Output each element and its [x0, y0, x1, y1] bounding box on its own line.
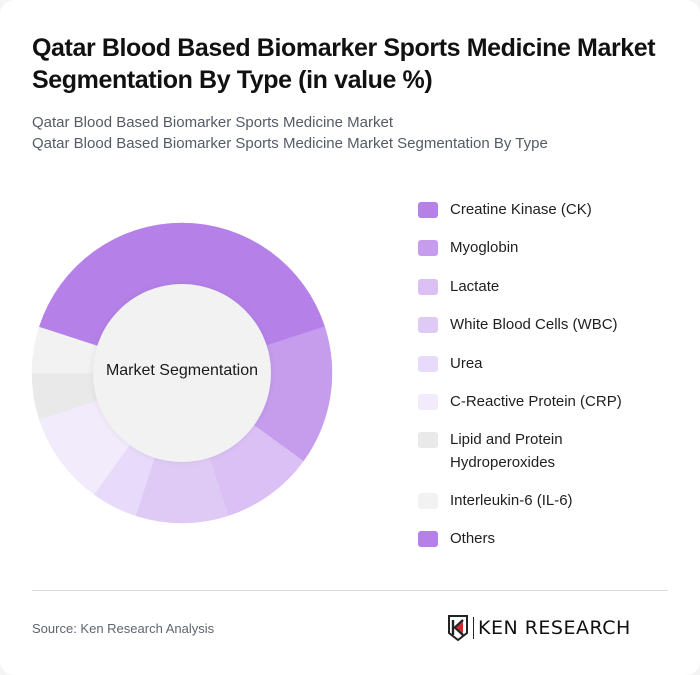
legend-label: White Blood Cells (WBC)	[450, 316, 618, 333]
logo-text: KEN RESEARCH	[478, 617, 631, 639]
legend-label: Myoglobin	[450, 239, 519, 256]
legend-label: Interleukin-6 (IL-6)	[450, 492, 573, 509]
legend-swatch	[418, 531, 438, 547]
legend-swatch	[418, 202, 438, 218]
subtitle-line-2: Qatar Blood Based Biomarker Sports Medic…	[32, 135, 548, 152]
ken-research-k-shield-icon	[448, 615, 468, 641]
chart-title: Qatar Blood Based Biomarker Sports Medic…	[32, 34, 656, 94]
legend-item-lactate[interactable]: Lactate	[418, 275, 688, 298]
legend-label: Urea	[450, 355, 483, 372]
ken-research-logo: KEN RESEARCH	[447, 614, 631, 642]
legend-item-urea[interactable]: Urea	[418, 352, 688, 375]
legend-label: Lactate	[450, 278, 500, 295]
legend-swatch	[418, 279, 438, 295]
legend-item-others[interactable]: Others	[418, 527, 688, 550]
legend-swatch	[418, 317, 438, 333]
donut-hole	[93, 284, 271, 462]
chart-subtitle: Qatar Blood Based Biomarker Sports Medic…	[32, 112, 672, 154]
legend-swatch	[418, 240, 438, 256]
legend-item-creatine-kinase[interactable]: Creatine Kinase (CK)	[418, 198, 688, 221]
footer-divider	[32, 590, 668, 591]
legend-swatch	[418, 432, 438, 448]
legend-item-lipid-protein-hydroperoxides[interactable]: Lipid and Protein Hydroperoxides	[418, 428, 688, 474]
legend-item-wbc[interactable]: White Blood Cells (WBC)	[418, 313, 688, 336]
legend-item-crp[interactable]: C-Reactive Protein (CRP)	[418, 390, 688, 413]
donut-chart: Market Segmentation	[0, 0, 380, 560]
logo-separator	[473, 617, 474, 639]
legend-swatch	[418, 356, 438, 372]
legend-label: C-Reactive Protein (CRP)	[450, 393, 622, 410]
legend-label: Creatine Kinase (CK)	[450, 201, 592, 218]
legend-item-myoglobin[interactable]: Myoglobin	[418, 236, 688, 259]
donut-segments	[31, 222, 333, 524]
legend-label: Others	[450, 530, 496, 547]
donut-svg	[31, 222, 333, 524]
legend-item-il6[interactable]: Interleukin-6 (IL-6)	[418, 489, 688, 512]
subtitle-line-1: Qatar Blood Based Biomarker Sports Medic…	[32, 114, 393, 131]
legend-label: Lipid and Protein Hydroperoxides	[450, 431, 563, 471]
legend-swatch	[418, 394, 438, 410]
donut-center-label: Market Segmentation	[105, 362, 259, 379]
legend-swatch	[418, 493, 438, 509]
source-note: Source: Ken Research Analysis	[32, 621, 215, 636]
